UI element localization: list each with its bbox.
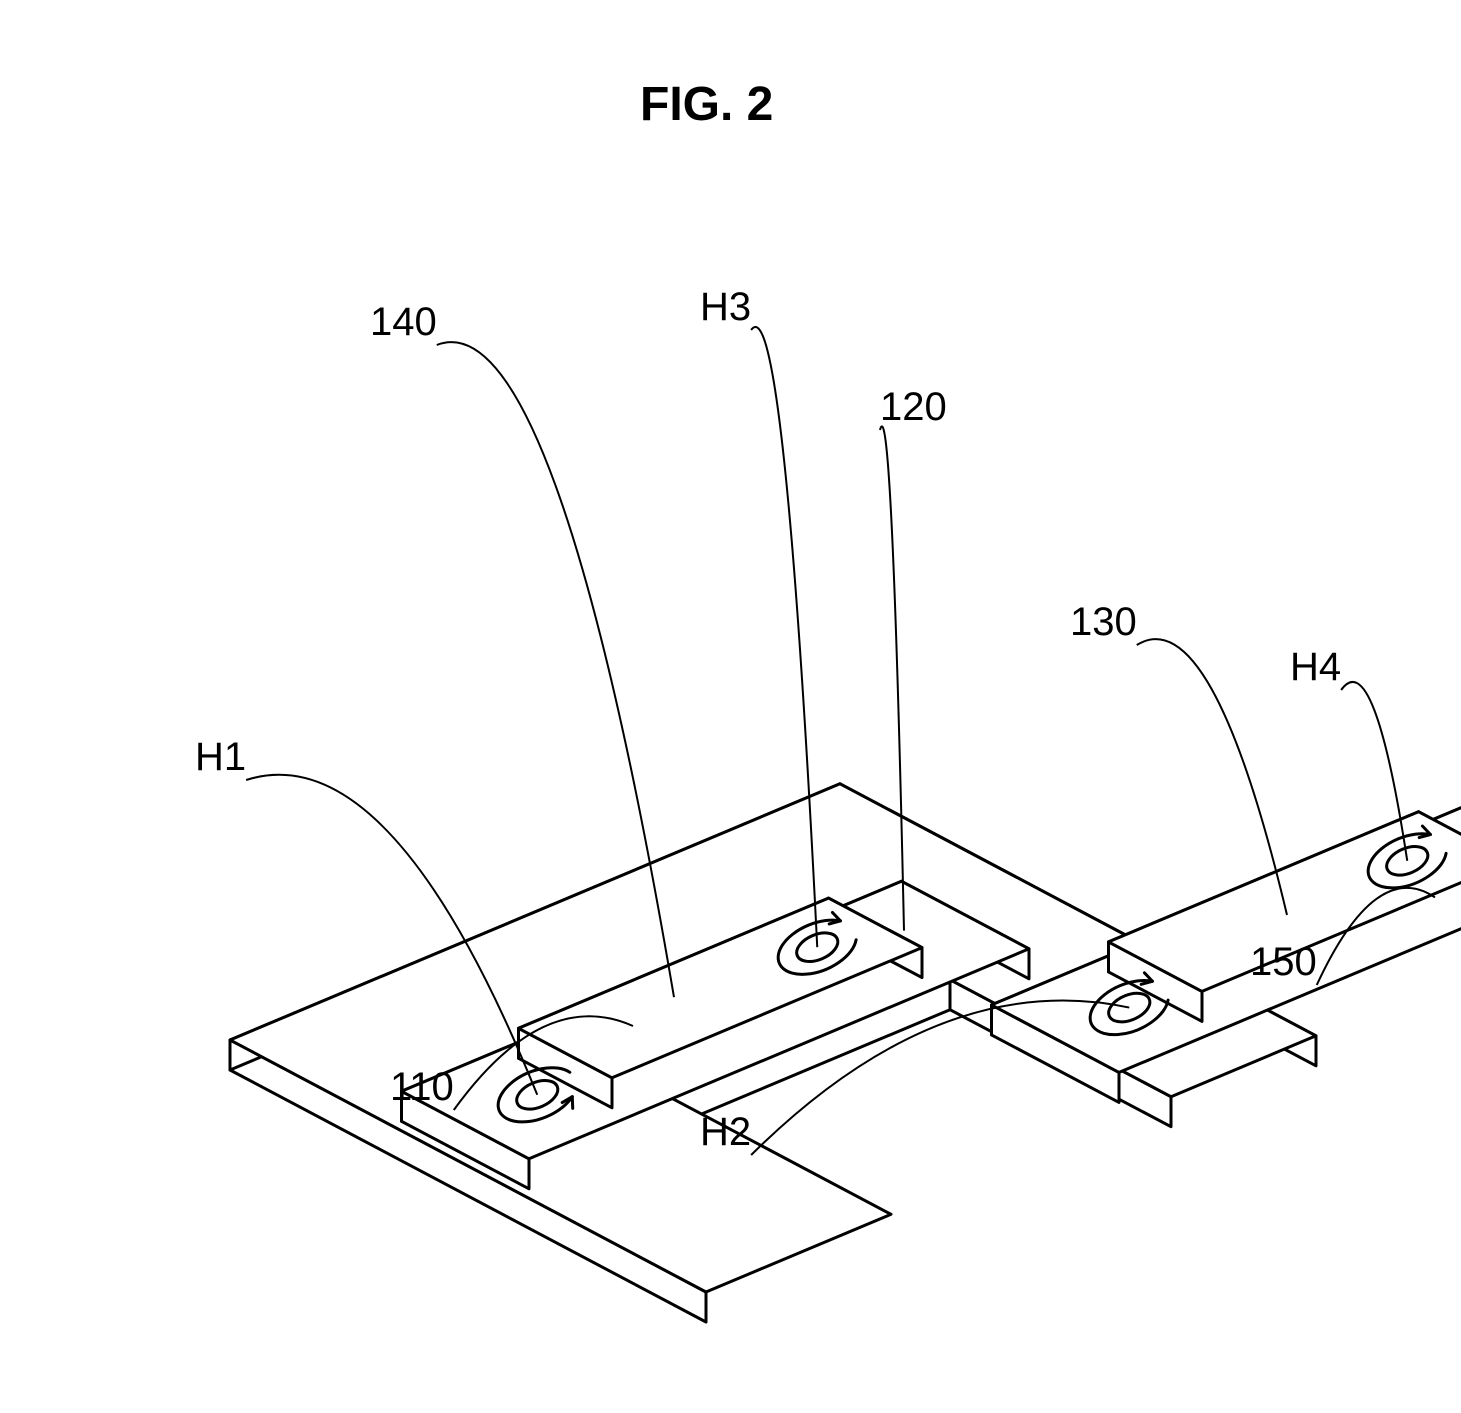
figure-title: FIG. 2: [640, 78, 773, 131]
ref-label-150: 150: [1250, 940, 1317, 984]
ref-label-130: 130: [1070, 600, 1137, 644]
ref-label-H3: H3: [700, 285, 751, 329]
ref-label-H2: H2: [700, 1110, 751, 1154]
ref-label-120: 120: [880, 385, 947, 429]
ref-label-110: 110: [390, 1065, 454, 1109]
figure-container: FIG. 2 140 H3 120 H1 110 H2 130 H4 150: [0, 0, 1461, 1413]
ref-label-H1: H1: [195, 735, 246, 779]
ref-label-H4: H4: [1290, 645, 1341, 689]
ref-label-140: 140: [370, 300, 437, 344]
figure-svg: FIG. 2 140 H3 120 H1 110 H2 130 H4 150: [0, 0, 1461, 1413]
